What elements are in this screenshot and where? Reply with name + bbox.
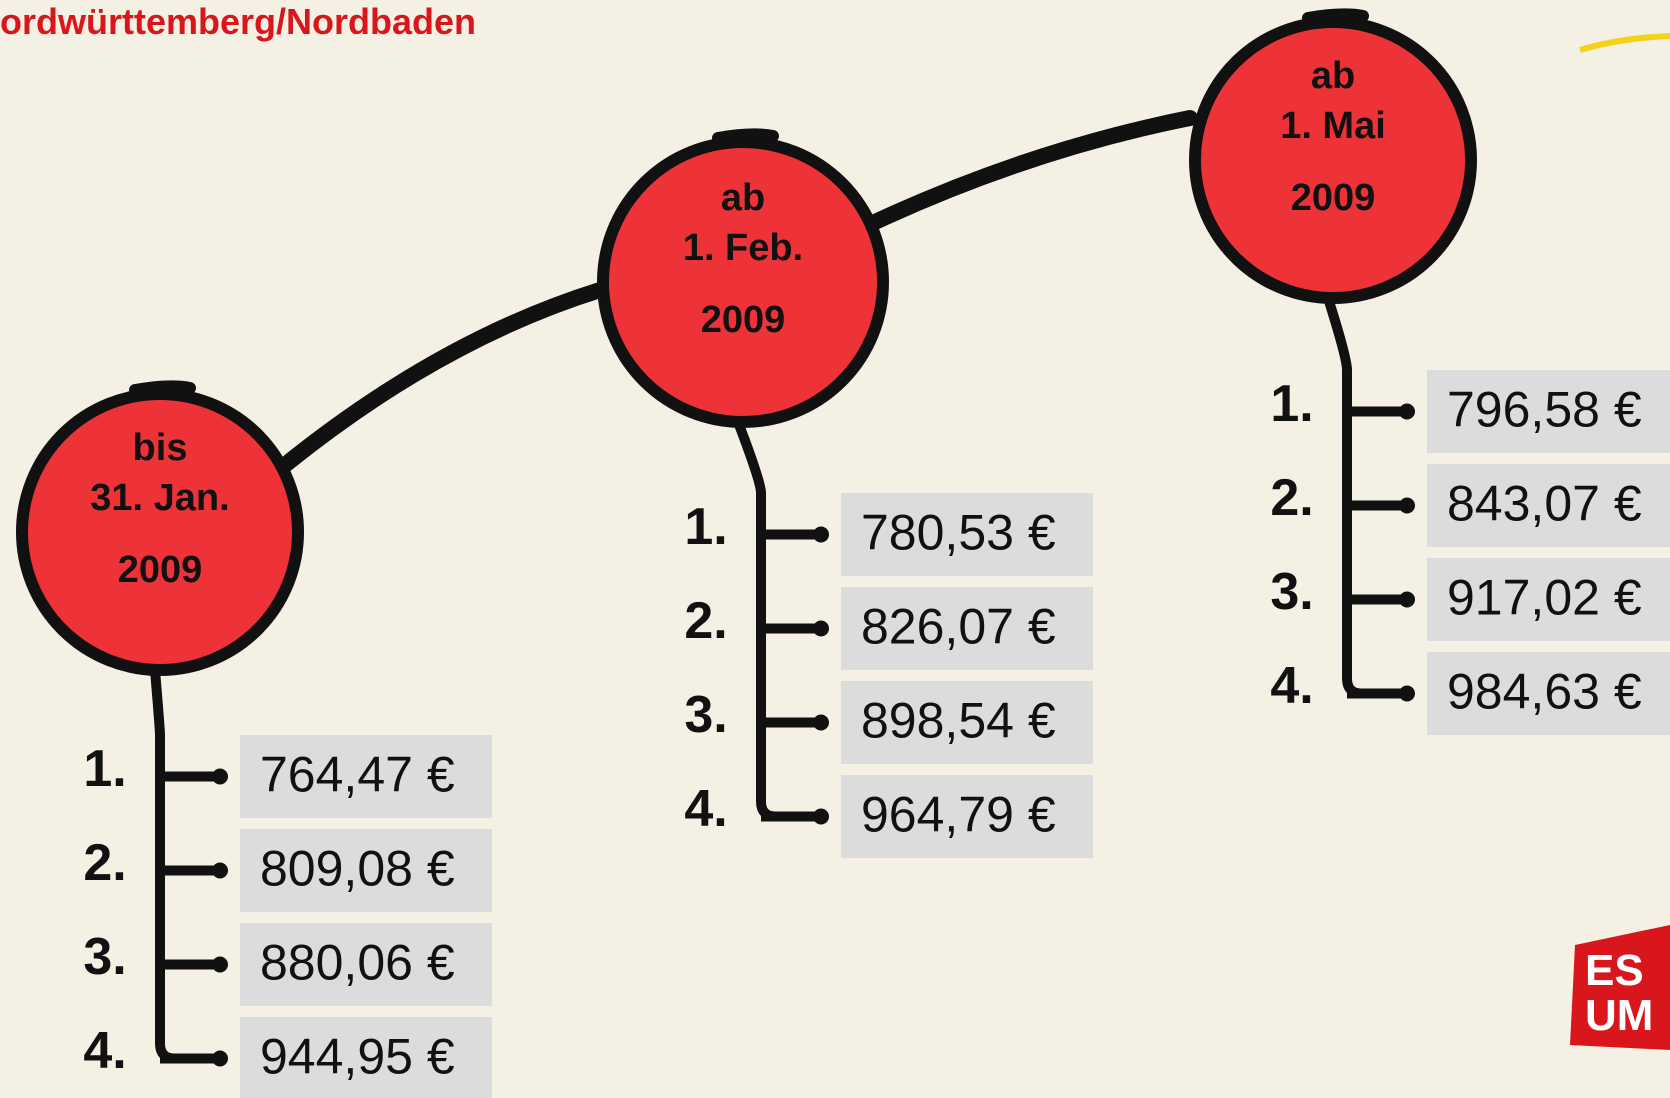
amount-box xyxy=(240,735,492,818)
rank: 2. xyxy=(684,592,727,650)
branch-dot xyxy=(212,1050,228,1067)
stage-label: bis xyxy=(133,427,188,469)
branch-dot xyxy=(1399,591,1415,608)
logo-text: UM xyxy=(1585,991,1653,1040)
branch-dot xyxy=(813,808,829,825)
bubble-tip xyxy=(1302,8,1369,24)
branch-dot xyxy=(1399,403,1415,420)
logo: ES UM xyxy=(1570,925,1670,1050)
stage-label: ab xyxy=(1311,55,1355,97)
rank: 2. xyxy=(1270,469,1313,527)
amount-box xyxy=(1427,464,1670,547)
rank: 2. xyxy=(83,834,126,892)
stage-bubble xyxy=(1189,16,1477,304)
amount: 843,07 € xyxy=(1447,476,1642,532)
rank: 3. xyxy=(83,928,126,986)
branch-dot xyxy=(813,714,829,731)
rank: 4. xyxy=(1270,657,1313,715)
connector xyxy=(277,282,608,473)
branch-dot xyxy=(813,526,829,543)
amount-box xyxy=(1427,558,1670,641)
logo-text: ES xyxy=(1585,946,1644,995)
amount: 764,47 € xyxy=(260,747,455,803)
amount-box xyxy=(240,923,492,1006)
stage-bubble xyxy=(16,388,304,676)
stage-label: 1. Mai xyxy=(1280,105,1386,147)
amount: 809,08 € xyxy=(260,841,455,897)
rank: 3. xyxy=(1270,563,1313,621)
amount-box xyxy=(841,681,1093,764)
header-title: ordwürttemberg/Nordbaden xyxy=(0,1,476,42)
amount: 898,54 € xyxy=(861,693,1056,749)
branch-dot xyxy=(1399,497,1415,514)
stage-label: 2009 xyxy=(701,299,786,341)
stage-bubble xyxy=(597,136,889,428)
amount: 780,53 € xyxy=(861,505,1056,561)
rank: 1. xyxy=(1270,375,1313,433)
branch-dot xyxy=(813,620,829,637)
amount-box xyxy=(240,1017,492,1098)
stage-label: 1. Feb. xyxy=(683,227,803,269)
amount: 826,07 € xyxy=(861,599,1056,655)
rank: 1. xyxy=(684,498,727,556)
rank: 4. xyxy=(83,1022,126,1080)
branch-dot xyxy=(212,768,228,785)
amount-box xyxy=(1427,652,1670,735)
amount: 984,63 € xyxy=(1447,664,1642,720)
amount-box xyxy=(841,587,1093,670)
amount: 944,95 € xyxy=(260,1029,455,1085)
amount-box xyxy=(240,829,492,912)
amount-box xyxy=(841,775,1093,858)
amount: 880,06 € xyxy=(260,935,455,991)
stage-label: 31. Jan. xyxy=(90,477,229,519)
amount: 964,79 € xyxy=(861,787,1056,843)
bubble-tip xyxy=(712,128,779,144)
rank: 3. xyxy=(684,686,727,744)
stage-label: ab xyxy=(721,177,765,219)
amount: 917,02 € xyxy=(1447,570,1642,626)
rank: 4. xyxy=(684,780,727,838)
branch-dot xyxy=(212,956,228,973)
connector xyxy=(867,110,1198,230)
branch-dot xyxy=(1399,685,1415,702)
amount-box xyxy=(1427,370,1670,453)
stage-label: 2009 xyxy=(118,549,203,591)
amount-box xyxy=(841,493,1093,576)
rank: 1. xyxy=(83,740,126,798)
branch-dot xyxy=(212,862,228,879)
stage-label: 2009 xyxy=(1291,177,1376,219)
logo-swoosh xyxy=(1579,33,1670,53)
bubble-tip xyxy=(129,380,196,396)
logo-shape xyxy=(1570,925,1670,1050)
amount: 796,58 € xyxy=(1447,382,1642,438)
